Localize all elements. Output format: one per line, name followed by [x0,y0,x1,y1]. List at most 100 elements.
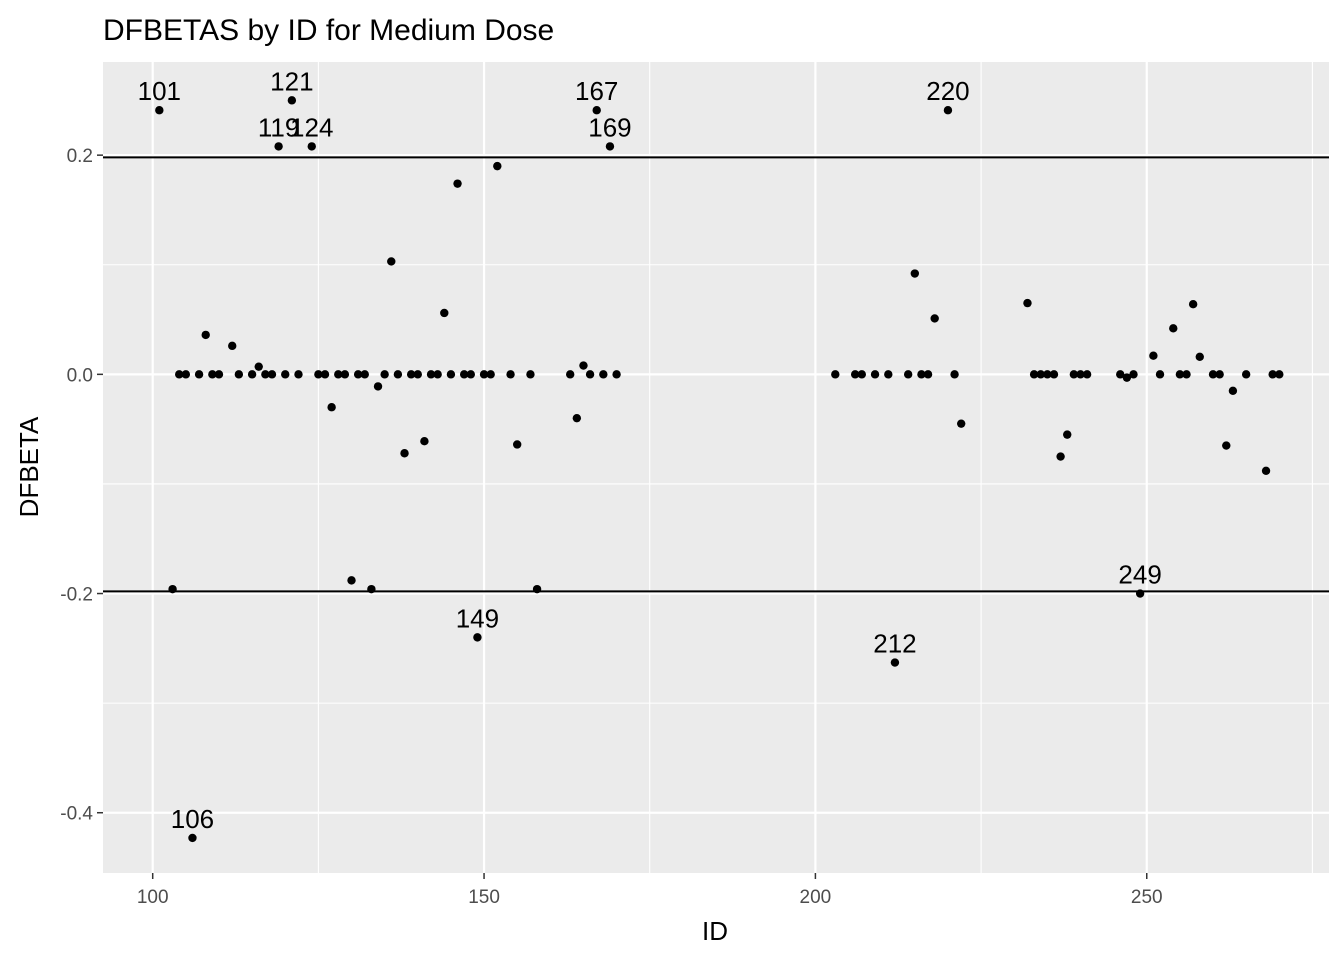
point-label: 124 [290,112,333,142]
data-point [1188,300,1198,309]
y-axis-ticks: -0.4 -0.2 0.0 0.2 [60,146,103,825]
data-point [440,308,449,318]
data-point [1261,466,1271,475]
data-point [1116,370,1125,379]
x-tick-label: 200 [800,887,832,908]
data-point [1241,370,1251,379]
data-point [168,584,177,594]
point-label: 220 [926,76,969,106]
point-label: 101 [138,76,181,106]
data-point [413,370,422,379]
data-point [1122,373,1132,382]
data-point [294,370,303,379]
data-point [155,106,164,115]
data-point [373,382,383,391]
point-label: 121 [270,66,313,96]
data-point [943,106,953,115]
data-point [923,370,933,379]
data-point [884,370,893,379]
x-axis-ticks: 100 150 200 250 [137,873,1163,908]
data-point [1268,370,1277,379]
data-point [334,370,343,379]
data-point [175,370,184,379]
data-point [426,370,436,379]
data-point [870,370,880,379]
data-point [1082,370,1092,379]
plot-panel [103,62,1329,873]
data-point [890,658,900,667]
data-point [1129,370,1138,379]
data-point [1275,370,1284,379]
data-point [453,179,462,188]
point-label: 149 [456,603,499,633]
data-point [380,370,389,379]
data-point [1175,370,1185,379]
y-tick-label: -0.2 [60,585,93,606]
data-point [327,403,336,412]
data-point [466,370,475,379]
data-point [585,370,595,379]
x-axis-label: ID [702,916,728,946]
point-labels: 101 106 119 121 124 149 167 169 212 220 249 [138,66,1162,834]
data-point [532,584,542,594]
data-point [486,370,495,379]
data-point [393,370,403,379]
data-point [1023,298,1032,308]
data-point [1169,324,1178,333]
data-point [214,370,224,379]
y-tick-label: 0.2 [67,146,93,167]
x-tick-label: 150 [468,887,500,908]
data-point [201,330,210,340]
data-point [194,370,204,379]
x-tick-label: 250 [1131,887,1163,908]
point-label: 212 [873,629,916,659]
data-point [420,436,429,446]
data-point [267,370,277,379]
data-point [850,370,860,379]
data-point [261,370,270,379]
data-point [274,142,283,151]
point-label: 169 [588,112,631,142]
data-point [579,361,588,370]
data-point [307,142,316,151]
y-axis-label: DFBETA [14,416,44,517]
data-point [353,370,363,379]
data-point [347,576,356,585]
data-point [493,161,502,171]
data-point [950,370,959,379]
data-point [1069,370,1079,379]
data-points [155,96,1284,843]
data-point [314,370,323,379]
data-point [612,370,621,379]
data-point [605,142,615,151]
data-point [340,370,350,379]
data-point [957,419,966,428]
data-point [387,257,396,266]
point-label: 119 [258,112,299,142]
data-point [473,633,482,642]
data-point [360,370,369,379]
data-point [903,370,913,379]
y-tick-label: -0.4 [60,804,93,825]
y-tick-label: 0.0 [67,365,93,386]
data-point [400,449,409,458]
data-point [234,370,244,379]
data-point [917,370,926,379]
data-point [1029,370,1039,379]
data-point [1056,452,1065,461]
data-point [831,370,840,379]
data-point [506,370,515,379]
data-point [1135,589,1145,598]
data-point [208,370,217,379]
data-point [281,370,290,379]
data-point [320,370,330,379]
data-point [1036,370,1045,379]
point-label: 249 [1118,560,1161,590]
data-point [446,370,456,379]
data-point [910,269,920,278]
data-point [1215,370,1224,379]
data-point [287,96,297,105]
data-point [406,370,416,379]
data-point [1149,351,1158,360]
